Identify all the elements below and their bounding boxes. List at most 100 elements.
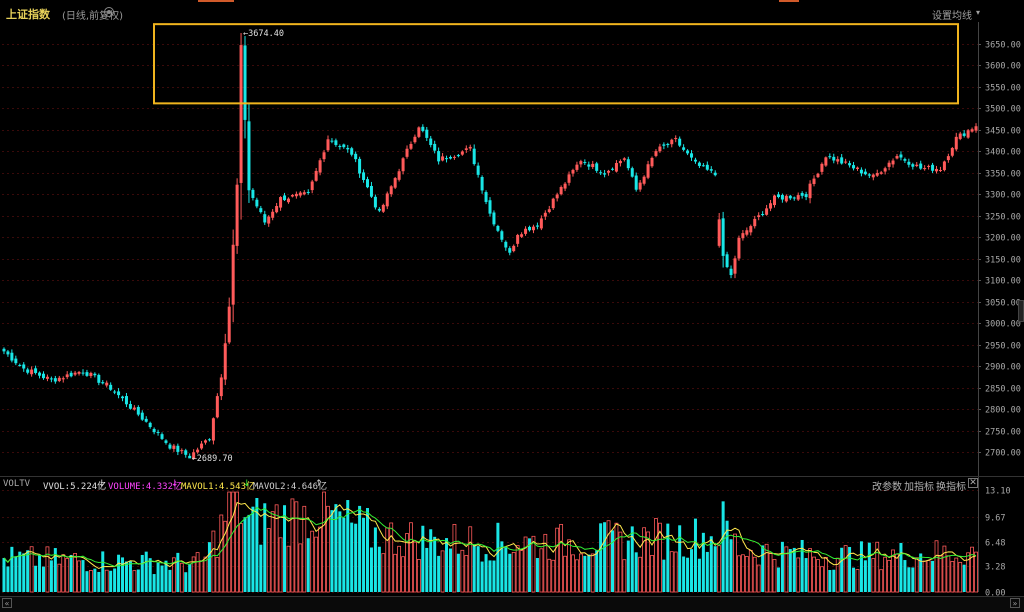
volume-bar	[899, 542, 903, 592]
volume-bar	[263, 503, 267, 592]
candle-body	[915, 164, 919, 167]
volume-bar	[393, 553, 398, 593]
candle-body	[413, 136, 417, 143]
candle-body	[18, 364, 22, 366]
candle-body	[294, 193, 298, 197]
volume-bar	[658, 522, 662, 593]
candle-body	[132, 407, 136, 410]
mavol-line	[3, 501, 977, 570]
volume-bar	[409, 522, 413, 593]
candle-body	[429, 138, 433, 146]
volume-bar	[748, 550, 753, 593]
candle-body	[559, 187, 563, 195]
volume-bar	[203, 556, 208, 593]
candle-body	[168, 444, 172, 449]
candle-body	[452, 156, 456, 158]
period-subtitle[interactable]: (日线,前复权)	[62, 11, 123, 22]
candle-body	[124, 396, 128, 405]
chevron-down-icon[interactable]: ▾	[975, 8, 980, 17]
candle-body	[674, 138, 678, 140]
volume-bar	[871, 558, 876, 593]
volume-bar	[492, 560, 496, 592]
volume-bar	[445, 538, 449, 592]
candle-body	[678, 138, 682, 146]
add-indicator-button[interactable]: 加指标	[904, 482, 934, 493]
volume-bar	[531, 535, 536, 593]
candle-body	[286, 198, 290, 203]
volume-bar	[18, 551, 22, 592]
mavol2-value: MAVOL2:4.646亿	[253, 482, 328, 492]
volume-bar	[195, 552, 200, 593]
volume-bar	[160, 565, 164, 592]
gear-icon[interactable]	[104, 7, 114, 17]
volume-bar	[318, 526, 322, 593]
scroll-left-button[interactable]: «	[2, 598, 12, 608]
volume-bar	[290, 498, 295, 593]
indicator-name[interactable]: VOLTV	[3, 479, 31, 489]
volume-bar	[511, 551, 516, 593]
candle-body	[903, 159, 907, 161]
candle-body	[840, 157, 844, 164]
candle-body	[259, 208, 263, 213]
vol-tick-label: 0.00	[985, 589, 1005, 599]
candle-body	[757, 215, 761, 218]
candle-body	[733, 258, 737, 274]
candle-body	[875, 172, 879, 176]
scroll-right-button[interactable]: »	[1010, 598, 1020, 608]
low-label: ←2689.70	[192, 454, 233, 464]
volume-bar	[717, 545, 722, 593]
close-icon[interactable]: ✕	[968, 478, 978, 488]
candle-body	[275, 206, 279, 213]
volume-bar	[682, 556, 686, 592]
candle-body	[753, 218, 757, 227]
tab-indicator	[779, 0, 799, 2]
volume-bar	[26, 550, 30, 592]
candle-body	[235, 184, 239, 246]
side-panel-toggle[interactable]	[1018, 300, 1024, 322]
volume-bar	[962, 564, 966, 592]
candle-body	[144, 418, 148, 422]
volume-bar	[504, 547, 508, 592]
y-tick-label: 3500.00	[985, 105, 1021, 115]
candle-body	[709, 169, 713, 171]
candle-body	[302, 192, 306, 195]
switch-indicator-button[interactable]: 换指标	[936, 482, 966, 493]
volume-bar	[843, 545, 848, 593]
volume-bar	[385, 527, 390, 593]
volume-bar	[397, 545, 402, 593]
y-tick-label: 3250.00	[985, 213, 1021, 223]
volume-bar	[729, 539, 733, 592]
candle-body	[591, 163, 595, 168]
y-tick-label: 3350.00	[985, 170, 1021, 180]
candle-body	[931, 164, 935, 171]
volume-bar	[610, 530, 614, 592]
index-title[interactable]: 上证指数	[6, 8, 50, 21]
volume-bar	[373, 527, 377, 592]
candle-body	[607, 170, 611, 173]
candle-body	[690, 153, 694, 158]
volume-bar	[626, 540, 630, 592]
volume-bar	[259, 544, 263, 592]
candle-body	[927, 165, 931, 167]
volume-bar	[678, 525, 682, 592]
candle-body	[2, 348, 6, 352]
candle-body	[741, 233, 745, 239]
volume-bar	[199, 560, 204, 593]
candle-body	[871, 174, 875, 178]
candle-body	[863, 171, 867, 175]
candle-body	[338, 146, 342, 148]
set-ma-button[interactable]: 设置均线	[932, 11, 972, 22]
candle-body	[686, 150, 690, 154]
volume-bar	[911, 567, 915, 592]
volume-bar	[740, 554, 745, 593]
volume-bar	[211, 530, 216, 593]
down-arrow-icon: ↓	[243, 479, 251, 489]
candle-body	[283, 195, 287, 201]
candle-body	[535, 225, 539, 227]
candle-body	[737, 237, 741, 259]
change-params-button[interactable]: 改参数	[872, 482, 902, 493]
candle-body	[109, 384, 113, 390]
candle-body	[172, 445, 176, 449]
volume-bar	[563, 555, 567, 593]
